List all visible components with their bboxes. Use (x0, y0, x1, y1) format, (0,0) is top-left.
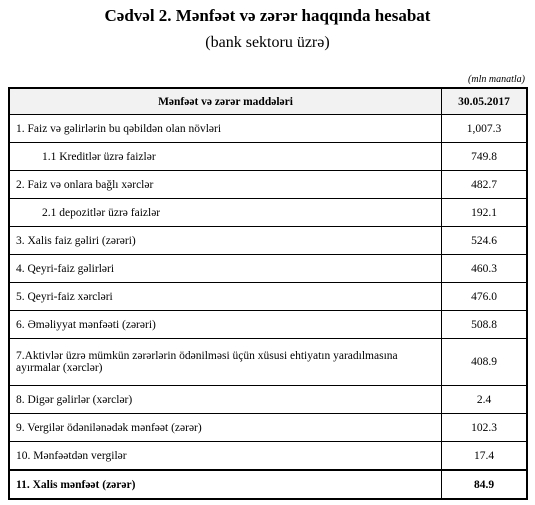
value-cell: 749.8 (441, 142, 528, 171)
table-row: 11. Xalis mənfəət (zərər) 84.9 (8, 469, 528, 500)
value-cell: 476.0 (441, 282, 528, 311)
item-cell: 11. Xalis mənfəət (zərər) (8, 469, 442, 500)
item-cell: 3. Xalis faiz gəliri (zərəri) (8, 226, 442, 255)
item-cell: 6. Əməliyyat mənfəəti (zərəri) (8, 310, 442, 339)
item-cell: 5. Qeyri-faiz xərcləri (8, 282, 442, 311)
item-cell: 1. Faiz və gəlirlərin bu qəbildən olan n… (8, 114, 442, 143)
table-row: 1. Faiz və gəlirlərin bu qəbildən olan n… (8, 114, 528, 143)
table-row: 2.1 depozitlər üzrə faizlər 192.1 (8, 198, 528, 227)
table-row: 8. Digər gəlirlər (xərclər) 2.4 (8, 385, 528, 414)
column-header: Mənfəət və zərər maddələri (8, 87, 442, 115)
table: Mənfəət və zərər maddələri 30.05.2017 1.… (8, 87, 528, 500)
value-cell: 192.1 (441, 198, 528, 227)
item-cell: 1.1 Kreditlər üzrə faizlər (8, 142, 442, 171)
table-body: 1. Faiz və gəlirlərin bu qəbildən olan n… (8, 114, 528, 500)
value-cell: 2.4 (441, 385, 528, 414)
value-cell: 1,007.3 (441, 114, 528, 143)
header-row: Mənfəət və zərər maddələri 30.05.2017 (8, 87, 528, 115)
value-cell: 508.8 (441, 310, 528, 339)
table-row: 2. Faiz və onlara bağlı xərclər 482.7 (8, 170, 528, 199)
item-cell: 4. Qeyri-faiz gəlirləri (8, 254, 442, 283)
unit: (mln manatla) (468, 74, 525, 85)
value-cell: 482.7 (441, 170, 528, 199)
value-cell: 460.3 (441, 254, 528, 283)
value-cell: 408.9 (441, 338, 528, 386)
table-row: 7.Aktivlər üzrə mümkün zərərlərin ödənil… (8, 338, 528, 386)
item-cell: 10. Mənfəətdən vergilər (8, 441, 442, 471)
table-row: 9. Vergilər ödənilənədək mənfəət (zərər)… (8, 413, 528, 442)
item-cell: 2.1 depozitlər üzrə faizlər (8, 198, 442, 227)
title: Cədvəl 2. Mənfəət və zərər haqqında hesa… (104, 6, 431, 25)
table-row: 6. Əməliyyat mənfəəti (zərəri) 508.8 (8, 310, 528, 339)
column-header: 30.05.2017 (441, 87, 528, 115)
item-cell: 8. Digər gəlirlər (xərclər) (8, 385, 442, 414)
value-cell: 524.6 (441, 226, 528, 255)
value-cell: 102.3 (441, 413, 528, 442)
value-cell: 17.4 (441, 441, 528, 471)
value-cell: 84.9 (441, 469, 528, 500)
table-row: 1.1 Kreditlər üzrə faizlər 749.8 (8, 142, 528, 171)
table-row: 5. Qeyri-faiz xərcləri 476.0 (8, 282, 528, 311)
item-cell: 2. Faiz və onlara bağlı xərclər (8, 170, 442, 199)
item-cell: 7.Aktivlər üzrə mümkün zərərlərin ödənil… (8, 338, 442, 386)
table-row: 4. Qeyri-faiz gəlirləri 460.3 (8, 254, 528, 283)
table-row: 10. Mənfəətdən vergilər 17.4 (8, 441, 528, 471)
subtitle: (bank sektoru üzrə) (205, 34, 330, 51)
item-cell: 9. Vergilər ödənilənədək mənfəət (zərər) (8, 413, 442, 442)
table-row: 3. Xalis faiz gəliri (zərəri) 524.6 (8, 226, 528, 255)
